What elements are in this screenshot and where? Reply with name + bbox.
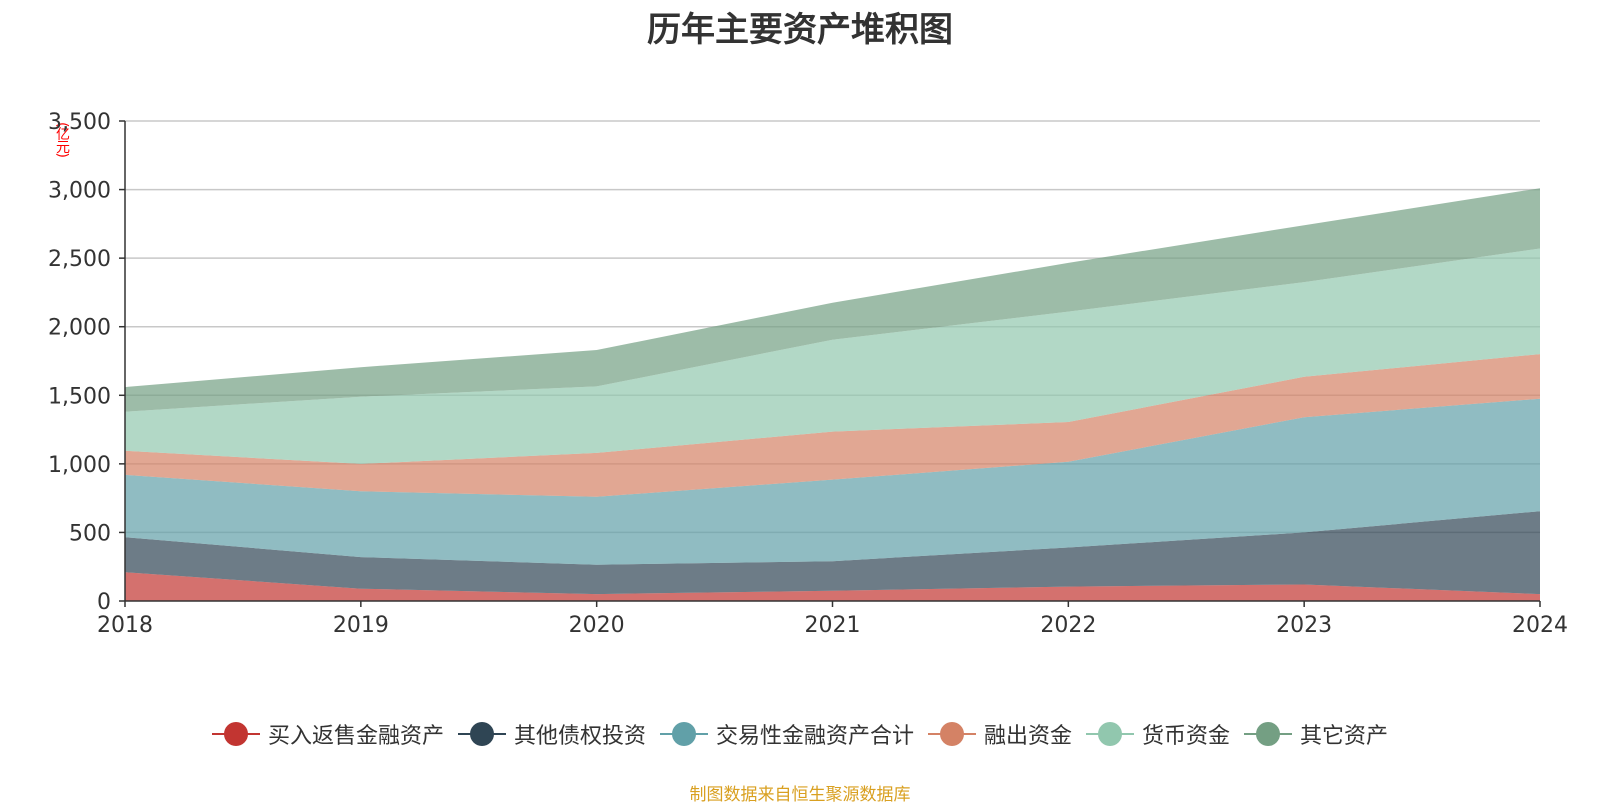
legend-label: 其它资产 bbox=[1300, 724, 1389, 749]
legend-label: 货币资金 bbox=[1142, 724, 1231, 749]
x-tick-label: 2022 bbox=[1040, 613, 1096, 638]
legend-swatch bbox=[928, 722, 976, 746]
legend-item[interactable]: 交易性金融资产合计 bbox=[659, 718, 914, 750]
legend-item[interactable]: 买入返售金融资产 bbox=[211, 718, 444, 750]
axes bbox=[119, 120, 1541, 607]
y-tick-label: 2,500 bbox=[48, 247, 111, 272]
area-series-交易性金融资产合计 bbox=[125, 398, 1540, 565]
legend-swatch bbox=[211, 722, 260, 746]
x-tick-label: 2021 bbox=[805, 613, 861, 638]
area-series-买入返售金融资产 bbox=[125, 572, 1540, 601]
x-tick-label: 2018 bbox=[97, 613, 153, 638]
legend-swatch bbox=[1086, 722, 1135, 746]
legend-item[interactable]: 其它资产 bbox=[1244, 718, 1388, 750]
legend-label: 融出资金 bbox=[984, 724, 1073, 749]
area-series bbox=[125, 188, 1540, 601]
legend-item[interactable]: 融出资金 bbox=[928, 718, 1072, 750]
legend-label: 交易性金融资产合计 bbox=[715, 724, 914, 749]
x-tick-label: 2024 bbox=[1512, 613, 1568, 638]
legend-item[interactable]: 其他债权投资 bbox=[457, 718, 646, 750]
y-tick-label: 2,000 bbox=[48, 316, 111, 341]
legend-swatch bbox=[457, 722, 506, 746]
legend-item[interactable]: 货币资金 bbox=[1086, 718, 1230, 750]
legend-label: 其他债权投资 bbox=[513, 724, 646, 749]
chart-title: 历年主要资产堆积图 bbox=[647, 10, 953, 50]
area-series-融出资金 bbox=[125, 354, 1540, 497]
y-tick-label: 3,000 bbox=[48, 179, 111, 204]
data-source-note: 制图数据来自恒生聚源数据库 bbox=[689, 785, 911, 805]
y-tick-label: 0 bbox=[97, 590, 111, 615]
area-series-货币资金 bbox=[125, 248, 1540, 464]
legend: 买入返售金融资产 其他债权投资 交易性金融资产合计 融出资金 货币资金 其它资产 bbox=[0, 718, 1600, 750]
y-tick-label: 3,500 bbox=[48, 110, 111, 135]
x-tick-label: 2023 bbox=[1276, 613, 1332, 638]
area-series-其他债权投资 bbox=[125, 511, 1540, 595]
x-tick-label: 2020 bbox=[569, 613, 625, 638]
x-tick-label: 2019 bbox=[333, 613, 389, 638]
y-tick-label: 1,000 bbox=[48, 453, 111, 478]
y-axis-unit-label: (亿元) bbox=[54, 122, 70, 157]
y-tick-label: 1,500 bbox=[48, 384, 111, 409]
y-tick-label: 500 bbox=[69, 521, 111, 546]
legend-swatch bbox=[659, 722, 708, 746]
tick-labels: 0 500 1,000 1,500 2,000 2,500 3,000 3,500 2018 20… bbox=[48, 110, 1568, 638]
legend-label: 买入返售金融资产 bbox=[267, 724, 444, 749]
area-series-其它资产 bbox=[125, 188, 1540, 412]
legend-swatch bbox=[1244, 722, 1293, 746]
